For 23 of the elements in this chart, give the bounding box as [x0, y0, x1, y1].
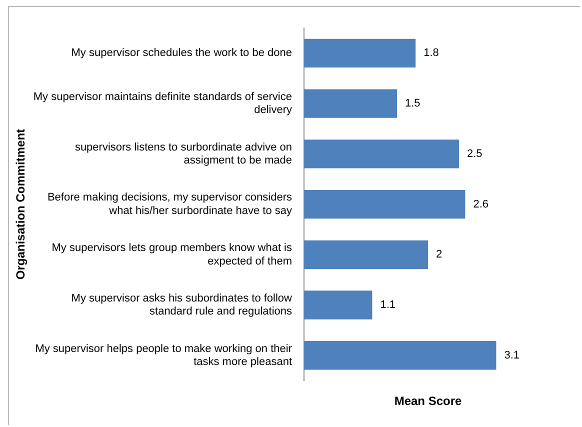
bar [304, 190, 466, 219]
y-tick-label: Before making decisions, my supervisor considers what his/her surbordinate have to say [47, 192, 292, 217]
data-label: 1.8 [424, 47, 439, 60]
bar [304, 140, 459, 168]
bar [304, 290, 372, 320]
y-tick-label: supervisors listens to surbordinate advive on assigment to be made [74, 141, 292, 167]
data-label: 2.6 [473, 198, 488, 210]
y-tick-label: My supervisor helps people to make working on their tasks more pleasant [35, 342, 292, 368]
x-axis-title: Mean Score [394, 394, 462, 408]
y-tick-label: My supervisors lets group members know what is expected of them [52, 242, 292, 268]
data-label: 1.5 [405, 98, 420, 110]
bar [304, 240, 428, 270]
bar [304, 341, 496, 370]
y-tick-label: My supervisor asks his subordinates to follow standard rule and regulations [71, 292, 292, 318]
bar [304, 38, 416, 68]
y-tick-label: My supervisor schedules the work to be done [71, 47, 292, 60]
data-label: 3.1 [504, 349, 520, 362]
bar [304, 89, 397, 118]
data-label: 2 [436, 248, 442, 261]
y-tick-label: My supervisor maintains definite standards of service delivery [33, 90, 292, 116]
y-axis-title: Organisation Commitment [14, 128, 28, 280]
data-label: 1.1 [380, 299, 396, 312]
data-label: 2.5 [467, 148, 482, 160]
